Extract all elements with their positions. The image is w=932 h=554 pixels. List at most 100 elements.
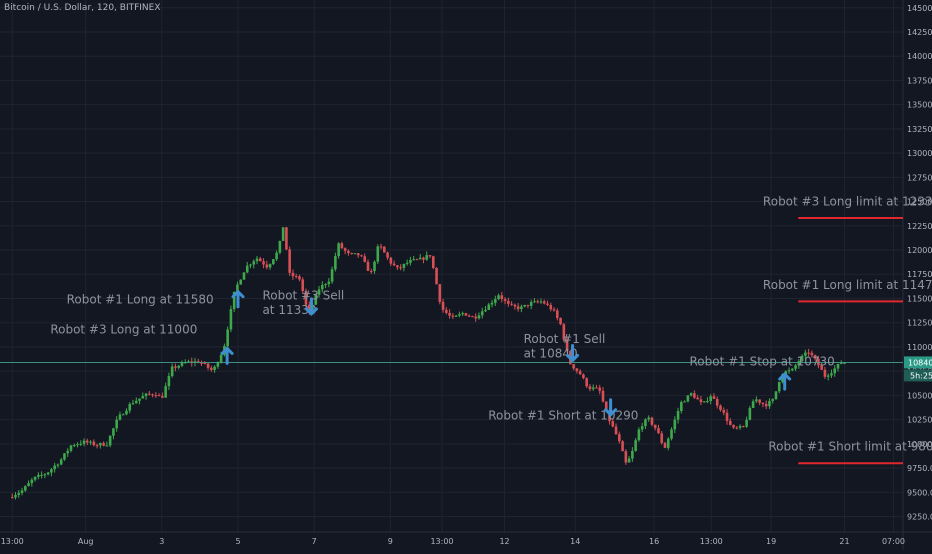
countdown-label: 5h:25 (910, 371, 932, 380)
candle-body (529, 302, 533, 306)
candle-body (334, 256, 337, 270)
candle-body (46, 472, 50, 475)
candle-body (43, 474, 47, 476)
trade-annotation: at 11330 (262, 303, 316, 317)
candle-body (804, 352, 807, 356)
candle-body (213, 366, 216, 370)
candle-body (76, 444, 79, 446)
candle-body (27, 483, 30, 487)
candle-body (196, 361, 200, 363)
candle-body (288, 249, 291, 273)
candle-body (79, 443, 83, 445)
candle-body (239, 279, 243, 285)
trade-annotation: Robot #3 Long at 11000 (50, 322, 197, 336)
candle-body (523, 304, 526, 307)
candle-body (438, 284, 442, 302)
candle-body (696, 397, 699, 400)
candle-body (598, 387, 602, 391)
candle-body (265, 264, 269, 268)
sell-arrow-icon (566, 343, 580, 363)
candle-body (242, 272, 246, 280)
candle-body (187, 361, 190, 363)
candle-body (275, 252, 278, 260)
trade-annotation: Robot #1 Sell (524, 332, 606, 346)
candle-body (454, 315, 458, 317)
candle-body (418, 257, 422, 260)
long-arrow-icon (231, 289, 245, 309)
candle-body (621, 441, 624, 452)
trade-annotation: Robot #1 Short at 10290 (488, 409, 638, 423)
candle-body (389, 257, 393, 264)
candle-body (200, 362, 203, 364)
candle-body (236, 284, 239, 292)
candle-body (526, 304, 530, 306)
candle-body (180, 362, 184, 366)
candle-body (144, 393, 148, 397)
candle-body (725, 412, 729, 421)
candle-body (245, 265, 249, 273)
candle-body (435, 267, 438, 285)
candle-body (774, 391, 778, 400)
y-tick-label: 12750.0 (907, 173, 932, 182)
candle-body (702, 401, 706, 403)
candle-body (735, 427, 739, 429)
candle-body (422, 257, 425, 260)
candle-body (539, 301, 543, 303)
candle-body (784, 371, 788, 375)
candle-body (66, 450, 70, 454)
candle-body (30, 479, 34, 484)
candle-body (53, 465, 56, 470)
chart-title: Bitcoin / U.S. Dollar, 120, BITFINEX (4, 3, 161, 13)
candle-body (102, 442, 105, 446)
candle-body (360, 255, 363, 257)
y-tick-label: 11750.0 (907, 270, 932, 279)
candle-body (604, 401, 608, 411)
candle-body (484, 309, 487, 312)
countdown-label-bg (904, 369, 932, 382)
candle-body (278, 240, 282, 253)
candle-body (588, 386, 592, 390)
candle-body (17, 492, 21, 495)
candle-body (542, 301, 546, 304)
y-tick-label: 13500.0 (907, 101, 932, 110)
candle-body (428, 255, 432, 257)
y-tick-label: 9250.0 (907, 512, 932, 521)
candle-body (813, 355, 817, 359)
candle-body (843, 362, 846, 364)
candle-body (839, 362, 843, 364)
candle-body (20, 490, 24, 493)
candle-body (258, 258, 262, 262)
candle-body (23, 486, 27, 491)
candle-body (510, 303, 513, 305)
candle-body (693, 393, 696, 398)
y-tick-label: 12500.0 (907, 198, 932, 207)
candle-body (477, 315, 481, 319)
candle-body (177, 365, 180, 368)
candle-body (507, 300, 510, 304)
candle-body (112, 428, 115, 436)
candle-body (833, 368, 837, 374)
candle-body (164, 386, 167, 398)
candle-body (409, 259, 412, 263)
y-tick-label: 10250.0 (907, 416, 932, 425)
trade-annotation: Robot #1 Stop at 10730 (689, 354, 834, 368)
x-tick-label: 13:00 (430, 537, 453, 546)
candle-body (595, 387, 598, 389)
candle-body (513, 304, 517, 307)
candle-body (99, 442, 102, 446)
candle-body (493, 299, 497, 303)
candle-body (614, 426, 618, 435)
candle-body (487, 304, 491, 310)
candle-body (386, 252, 389, 258)
candle-body (14, 494, 17, 498)
candle-body (552, 309, 556, 311)
candle-body (343, 248, 347, 251)
candle-body (161, 396, 164, 398)
candle-body (706, 401, 709, 403)
candle-body (95, 445, 99, 447)
trade-annotation: Robot #1 Long limit at 11470 (763, 278, 932, 292)
candle-body (249, 264, 252, 266)
candle-body (356, 253, 360, 256)
candle-body (578, 371, 582, 375)
